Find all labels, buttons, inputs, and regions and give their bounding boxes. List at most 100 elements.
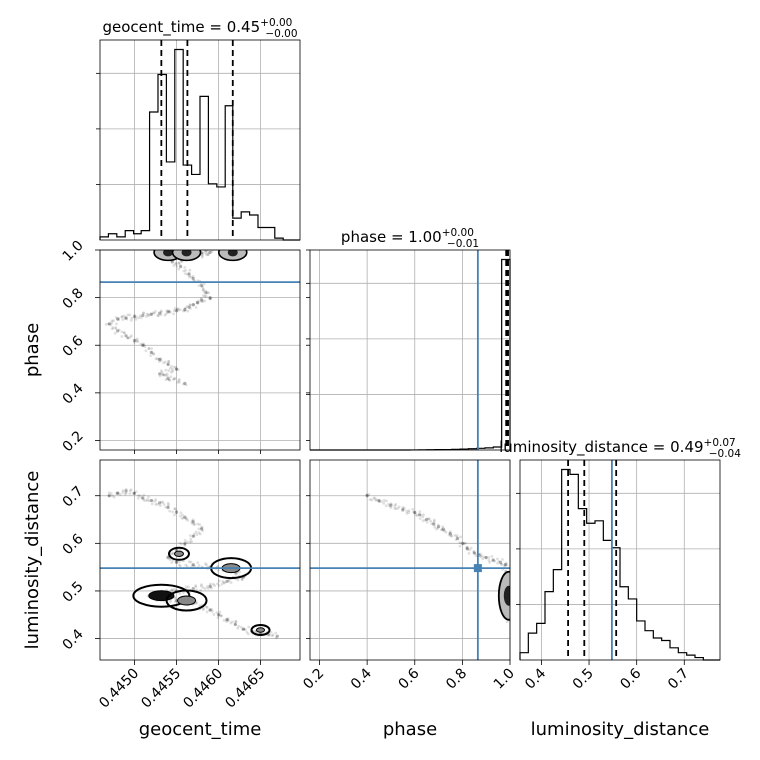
sample-point (183, 543, 187, 547)
sample-point (435, 527, 438, 531)
sample-point (427, 517, 431, 521)
sample-point (217, 613, 221, 617)
sample-point (201, 254, 204, 258)
x-axis-label-luminosity-distance: luminosity_distance (531, 719, 710, 740)
sample-point (194, 585, 198, 589)
panel-geocent-time-vs-luminosity-distance (99, 459, 301, 661)
sample-point (172, 312, 175, 316)
sample-point (239, 625, 243, 629)
sample-point (481, 557, 485, 561)
sample-point (151, 311, 155, 315)
sample-point (205, 585, 209, 588)
sample-point (465, 546, 469, 549)
sample-point (405, 509, 409, 513)
sample-point (365, 494, 369, 498)
sample-point (165, 372, 169, 376)
sample-point (203, 587, 207, 591)
sample-point (203, 250, 207, 252)
sample-point (182, 309, 185, 313)
sample-point (188, 540, 192, 544)
sample-point (503, 563, 507, 567)
sample-point (370, 498, 374, 502)
sample-point (240, 578, 244, 582)
sample-point (142, 311, 145, 315)
sample-point (168, 558, 172, 562)
sample-point (418, 517, 422, 520)
sample-point (173, 507, 177, 511)
sample-point (204, 605, 208, 609)
sample-point (227, 619, 230, 623)
sample-point (417, 513, 422, 517)
sample-point (174, 560, 179, 564)
sample-point (188, 274, 192, 278)
sample-point (128, 492, 132, 496)
sample-point (139, 342, 143, 346)
sample-point (167, 309, 171, 313)
sample-point (189, 537, 193, 541)
sample-point (208, 297, 212, 301)
sample-point (156, 314, 160, 317)
sample-point (122, 331, 126, 335)
sample-point (184, 585, 188, 589)
sample-point (460, 541, 464, 545)
panel-geocent-time-marginal: geocent_time = 0.45+0.00 −0.00 (96, 17, 301, 241)
sample-point (201, 288, 205, 292)
sample-point (436, 523, 440, 527)
sample-point (193, 564, 196, 568)
tick-label-x-geocent-time: 0.4465 (222, 666, 268, 712)
sample-point (173, 507, 177, 511)
sample-point (510, 598, 513, 601)
sample-point (132, 315, 137, 319)
sample-point (389, 503, 393, 507)
truth-marker (473, 564, 482, 573)
sample-point (466, 547, 470, 551)
sample-point (141, 496, 145, 500)
sample-point (204, 291, 208, 295)
sample-point (389, 506, 393, 510)
sample-point (122, 314, 126, 318)
sample-point (183, 515, 187, 519)
sample-point (167, 359, 171, 363)
sample-point (175, 509, 178, 513)
sample-point (430, 522, 434, 526)
sample-point (196, 522, 200, 526)
sample-point (219, 614, 223, 618)
sample-point (245, 630, 249, 634)
sample-point (116, 329, 120, 333)
sample-point (168, 600, 172, 604)
sample-point (205, 606, 209, 609)
sample-point (169, 366, 172, 370)
panel-frame (99, 249, 301, 451)
sample-point (458, 544, 462, 548)
sample-point (110, 319, 114, 323)
sample-point (202, 294, 205, 298)
sample-point (407, 509, 411, 512)
sample-point (241, 628, 244, 631)
sample-point (225, 620, 228, 623)
contour-inner (177, 595, 197, 606)
sample-point (158, 501, 162, 505)
sample-point (126, 313, 130, 317)
tick-label-y-luminosity-distance: 0.5 (60, 579, 87, 606)
sample-point (159, 357, 163, 361)
sample-point (192, 532, 196, 536)
sample-point (138, 314, 142, 318)
sample-point (173, 600, 177, 604)
sample-point (222, 618, 226, 622)
sample-point (147, 347, 151, 350)
sample-point (167, 378, 171, 382)
contour-outer (165, 589, 208, 612)
sample-point (204, 289, 208, 293)
sample-point (174, 262, 178, 266)
sample-point (380, 500, 384, 503)
sample-point (448, 532, 453, 536)
sample-point (156, 314, 160, 318)
sample-point (429, 519, 433, 523)
tick-label-x-phase: 1.0 (491, 666, 518, 693)
sample-point (191, 586, 195, 591)
sample-point (183, 543, 187, 546)
sample-point (183, 541, 187, 545)
sample-point (412, 510, 416, 514)
sample-point (166, 362, 170, 366)
sample-point (179, 548, 182, 552)
